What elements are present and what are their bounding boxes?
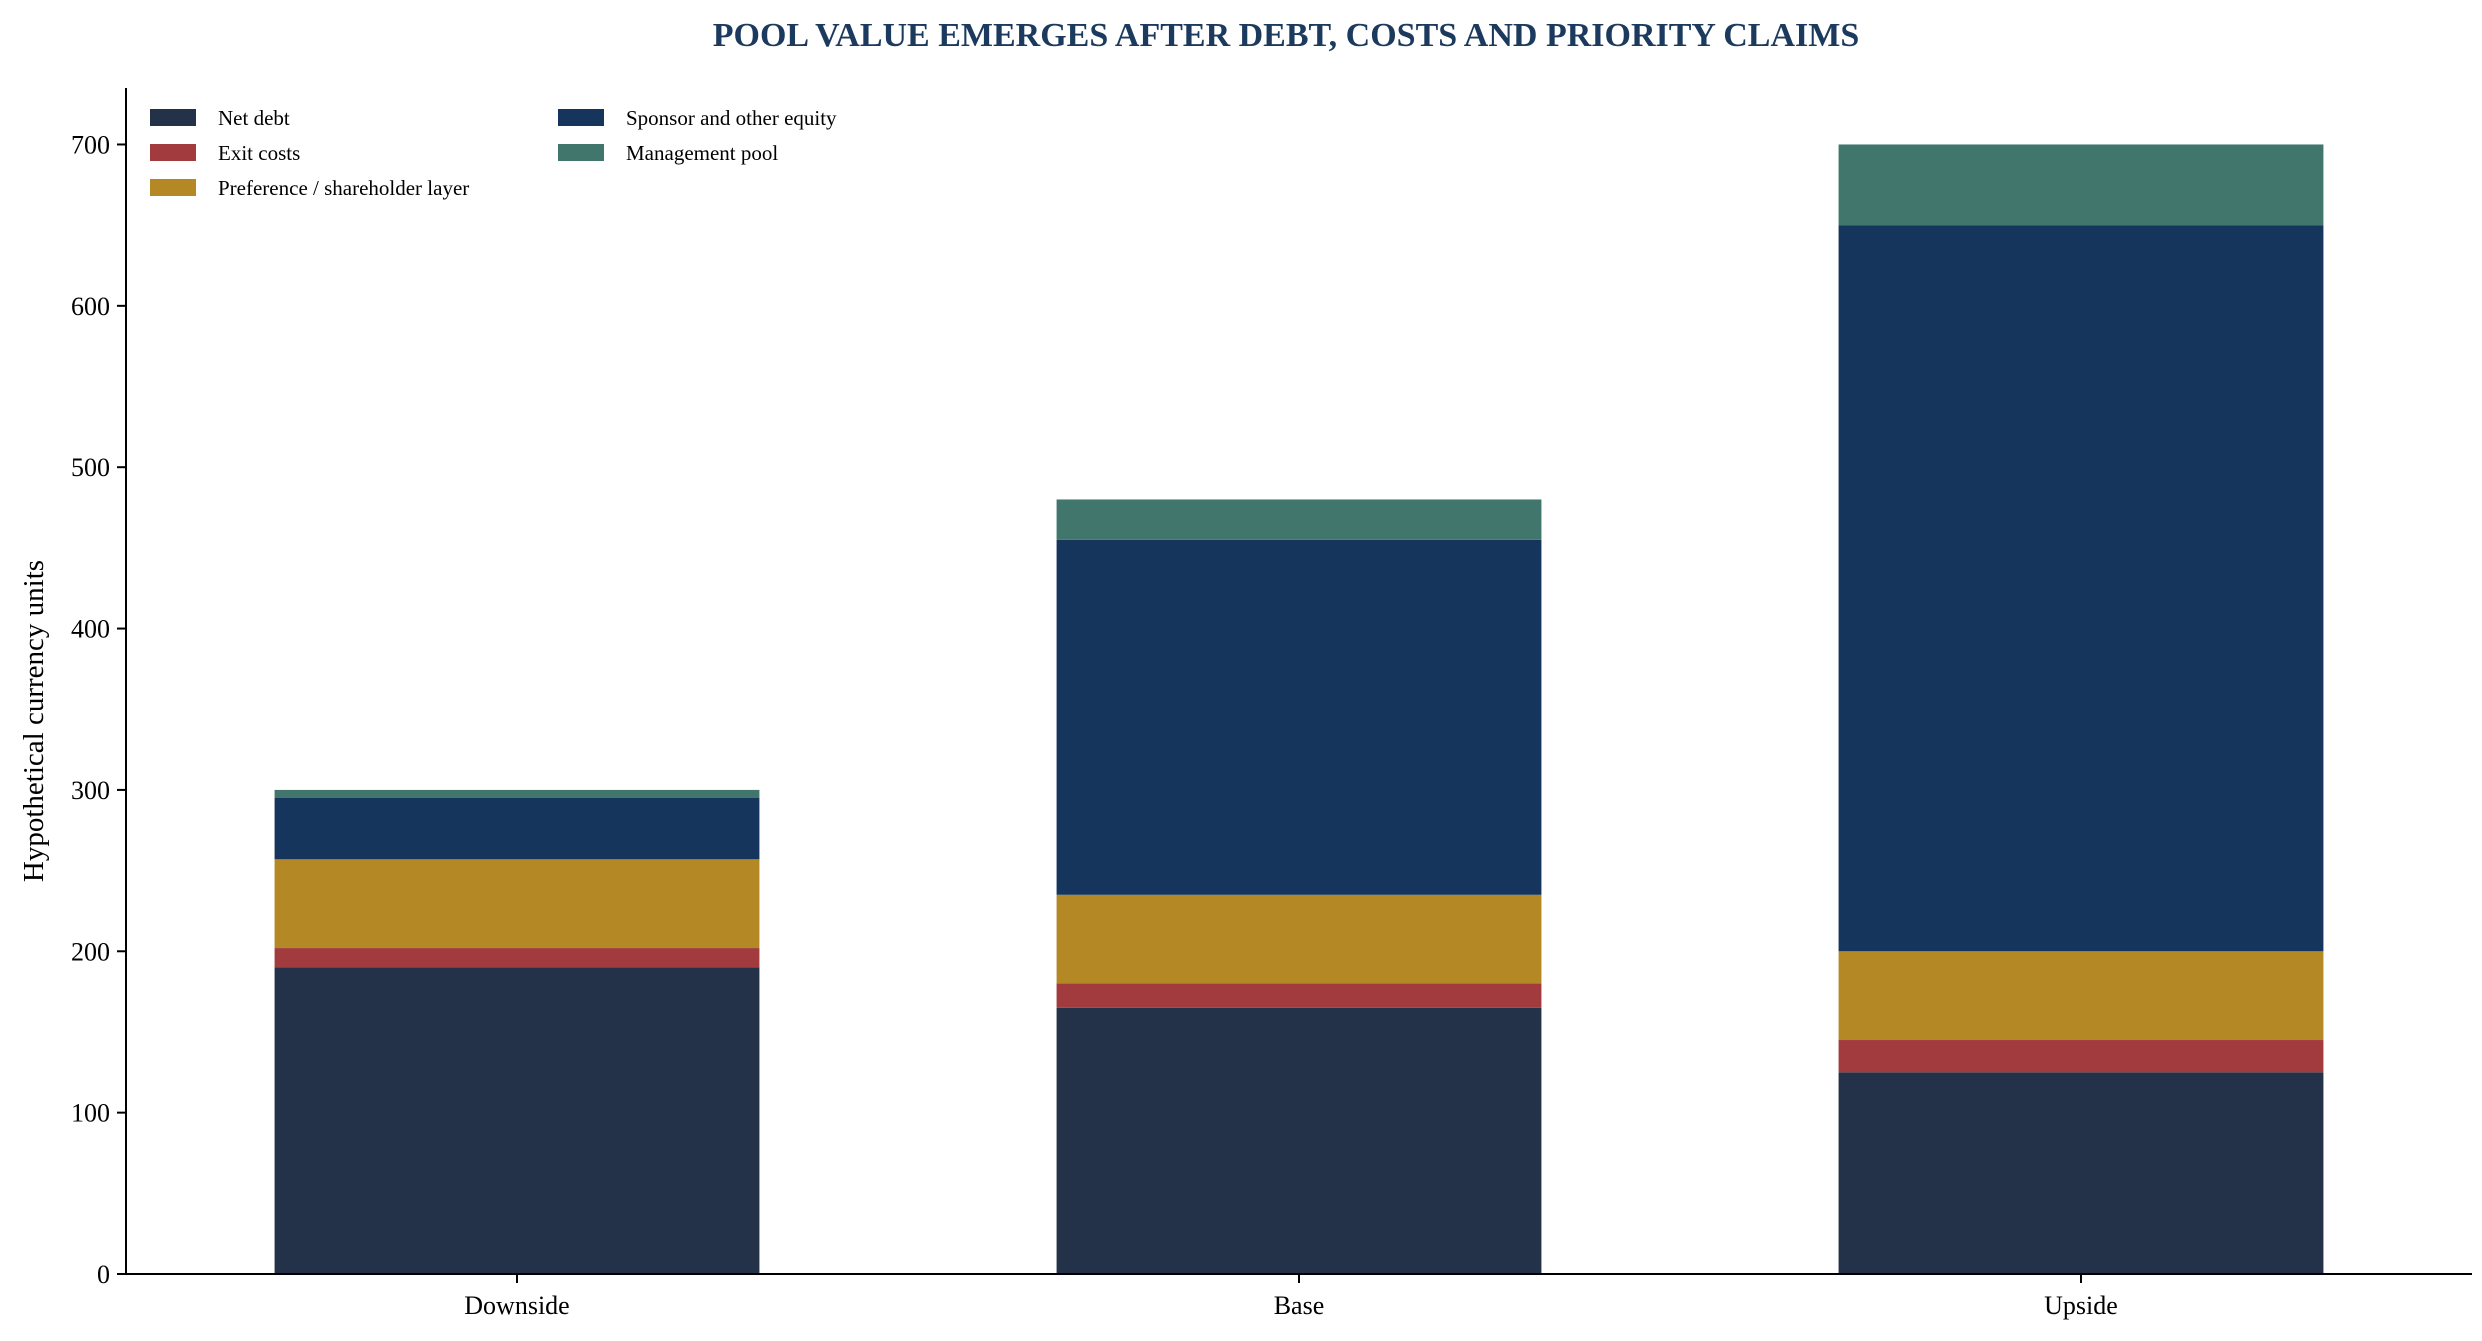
legend-item: Preference / shareholder layer [150,176,469,200]
legend-label: Management pool [626,141,778,165]
legend-item: Management pool [558,141,778,165]
legend-swatch [558,109,604,126]
y-tick-label: 0 [97,1260,110,1289]
chart-title: POOL VALUE EMERGES AFTER DEBT, COSTS AND… [713,17,1860,54]
legend-swatch [558,144,604,161]
legend-label: Exit costs [218,141,300,165]
bar-segment [274,789,760,798]
bars-layer [274,144,2324,1274]
y-tick-label: 600 [71,292,110,321]
legend: Net debt Exit costs Preference / sharehold… [150,106,837,200]
bar-segment [1838,951,2324,1041]
legend-label: Net debt [218,106,290,130]
bar-segment [274,948,760,968]
y-tick-label: 500 [71,453,110,482]
legend-item: Net debt [150,106,290,130]
x-ticks: Downside Base Upside [464,1274,2118,1320]
bar-segment [274,859,760,949]
y-axis-label: Hypothetical currency units [18,560,50,882]
bar-segment [1056,1007,1542,1274]
y-tick-label: 200 [71,937,110,966]
legend-label: Sponsor and other equity [626,106,837,130]
legend-swatch [150,109,196,126]
bar-segment [1056,499,1542,540]
legend-item: Exit costs [150,141,300,165]
bar-segment [274,797,760,860]
bar-segment [1056,983,1542,1008]
bar-segment [1838,1072,2324,1274]
y-ticks: 0 100 200 300 400 500 600 700 [71,130,126,1289]
bar-segment [1056,539,1542,895]
y-tick-label: 300 [71,776,110,805]
y-tick-label: 400 [71,615,110,644]
y-tick-label: 100 [71,1099,110,1128]
bar-segment [1838,1040,2324,1073]
legend-label: Preference / shareholder layer [218,176,469,200]
y-tick-label: 700 [71,130,110,159]
legend-item: Sponsor and other equity [558,106,837,130]
bar-segment [274,967,760,1274]
bar-segment [1838,144,2324,226]
legend-swatch [150,144,196,161]
x-tick-label: Base [1274,1291,1325,1320]
legend-swatch [150,179,196,196]
bar-segment [1056,894,1542,984]
bar-segment [1838,225,2324,952]
x-tick-label: Upside [2044,1291,2118,1320]
x-tick-label: Downside [464,1291,569,1320]
